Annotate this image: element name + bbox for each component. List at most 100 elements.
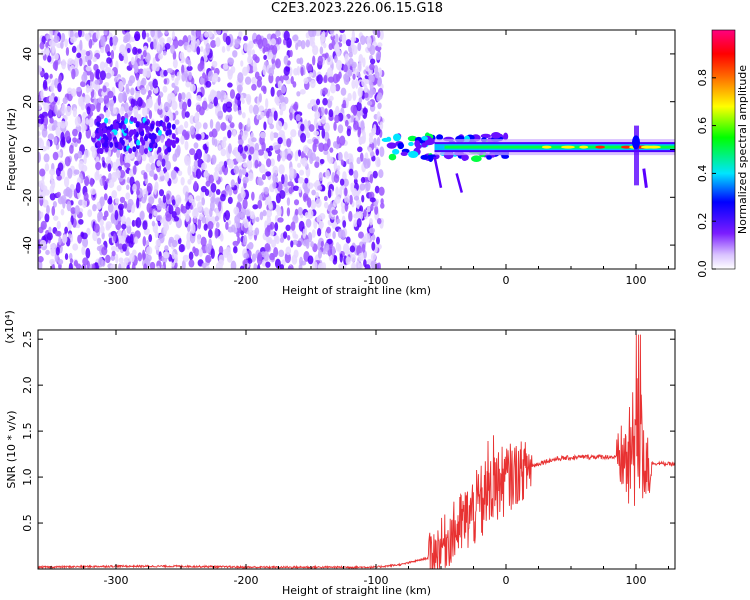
heatmap-cell [50,173,54,182]
heatmap-cell [180,135,185,145]
heatmap-cell [135,121,140,128]
heatmap-cell [120,139,125,146]
heatmap-cell [105,254,111,264]
heatmap-cell [167,146,172,153]
heatmap-cell [99,225,105,234]
heatmap-cell [156,265,161,269]
heatmap-cell [186,44,193,53]
heatmap-cell [233,246,238,254]
heatmap-cell [254,159,259,169]
y-multiplier-label: (x10⁴) [3,310,16,344]
heatmap-cell [486,155,492,160]
heatmap-cell [317,262,324,269]
heatmap-cell [57,162,64,172]
heatmap-cell [314,111,321,120]
heatmap-cell [358,97,363,104]
heatmap-cell [157,146,162,153]
heatmap-cell [44,163,50,172]
heatmap-cell [145,67,152,78]
heatmap-cell [112,35,118,46]
heatmap-cell [322,87,328,95]
heatmap-cell [112,107,117,115]
heatmap-cell [202,122,208,130]
heatmap-cell [137,252,143,262]
heatmap-cell [243,218,249,229]
heatmap-cell [170,44,175,54]
heatmap-cell [80,49,87,56]
colorbar-tick-label: 0.2 [696,212,709,230]
heatmap-cell [200,132,205,140]
heatmap-cell [264,199,269,206]
heatmap-cell [355,260,360,269]
heatmap-cell [196,46,201,55]
heatmap-cell [83,192,89,202]
heatmap-cell [200,76,206,85]
heatmap-cell [102,215,107,221]
heatmap-cell [185,201,191,210]
heatmap-cell [145,32,150,38]
heatmap-cell [65,46,70,56]
heatmap-cell [82,237,89,248]
heatmap-cell [310,241,314,248]
heatmap-cell [185,191,189,203]
heatmap-cell [83,154,87,165]
heatmap-cell [270,86,275,97]
heatmap-cell [104,67,112,73]
heatmap-cell [208,190,213,198]
heatmap-cell [270,38,277,46]
heatmap-cell [380,198,384,205]
heatmap-cell [230,260,237,269]
heatmap-cell [141,139,146,146]
heatmap-cell [225,101,233,109]
heatmap-cell [275,30,281,38]
heatmap-cell [334,83,341,92]
heatmap-cell [345,236,351,244]
heatmap-cell [40,211,44,219]
heatmap-cell [340,229,346,241]
heatmap-cell [251,253,257,262]
heatmap-cell [248,154,252,161]
heatmap-cell [188,251,194,261]
heatmap-cell [265,209,273,218]
heatmap-cell [318,172,323,182]
heatmap-cell [311,229,316,238]
heatmap-cell [119,152,124,164]
heatmap-cell [209,207,213,218]
heatmap-cell [184,120,189,129]
heatmap-cell [331,209,338,215]
heatmap-cell [265,261,271,268]
heatmap-cell [95,30,100,40]
heatmap-cell [328,43,333,51]
heatmap-cell [49,168,56,176]
heatmap-cell [39,41,45,50]
heatmap-cell [305,218,312,228]
heatmap-cell [323,242,330,252]
heatmap-cell [198,248,203,257]
heatmap-cell [195,133,202,140]
heatmap-cell [192,208,199,219]
heatmap-cell [153,173,158,181]
heatmap-cell [57,258,64,265]
colorbar-tick-label: 0.4 [696,165,709,183]
heatmap-cell [253,262,258,269]
heatmap-cell [127,79,133,87]
heatmap-cell [187,98,192,108]
heatmap-cell [332,73,339,84]
heatmap-cell [130,87,135,96]
heatmap-cell [47,109,54,119]
heatmap-cell [241,112,246,119]
heatmap-cell [212,191,216,203]
heatmap-cell [148,213,153,220]
heatmap-cell [257,263,261,269]
heatmap-cell [72,137,78,143]
heatmap-cell [358,231,364,239]
heatmap-cell [103,193,108,201]
heatmap-cell [61,136,66,146]
heatmap-cell [280,101,287,112]
heatmap-cell [113,233,117,242]
heatmap-cell [208,131,214,138]
heatmap-cell [201,216,207,224]
heatmap-cell [136,152,142,162]
heatmap-cell [143,45,148,52]
heatmap-cell [221,165,226,173]
